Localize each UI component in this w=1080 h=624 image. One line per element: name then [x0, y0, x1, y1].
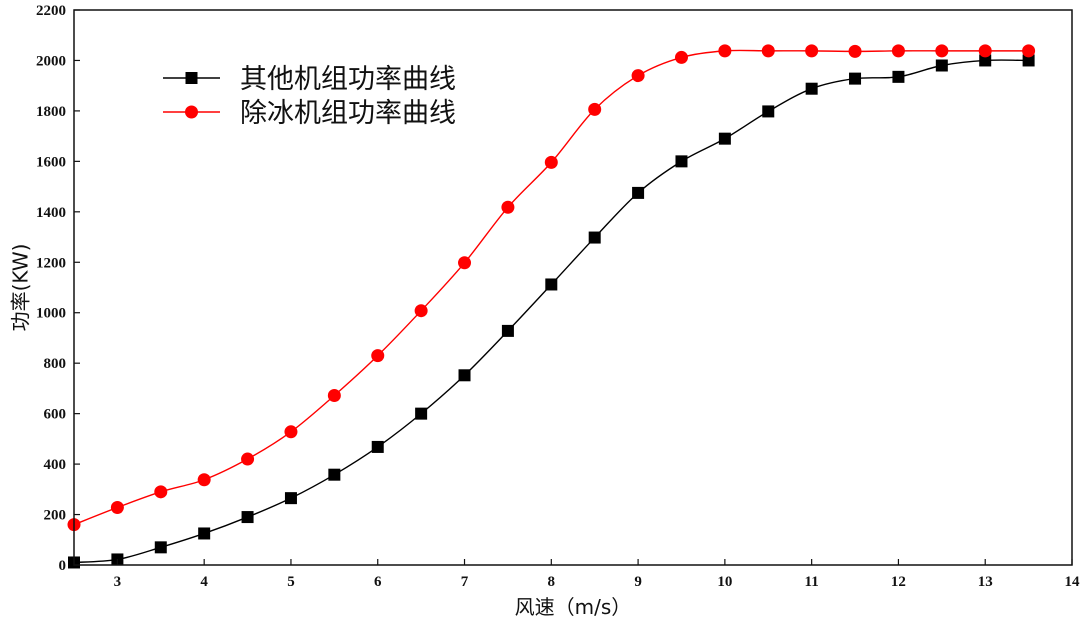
series-lines — [73, 49, 1029, 564]
y-tick-label: 400 — [44, 457, 67, 473]
data-point-1-21 — [978, 44, 992, 58]
data-point-0-11 — [545, 278, 558, 291]
data-point-1-20 — [935, 44, 949, 58]
data-point-1-22 — [1022, 44, 1036, 58]
data-point-1-8 — [414, 304, 428, 318]
data-point-0-21 — [979, 54, 992, 67]
x-tick-label: 13 — [978, 574, 993, 590]
y-tick-label: 0 — [59, 558, 67, 574]
legend-label-1: 除冰机组功率曲线 — [240, 98, 456, 129]
data-point-1-2 — [154, 485, 168, 499]
y-tick-label: 1800 — [36, 104, 66, 120]
data-point-0-2 — [154, 541, 167, 554]
data-point-1-19 — [891, 44, 905, 58]
data-point-0-4 — [241, 511, 254, 524]
data-point-1-13 — [631, 69, 645, 83]
x-tick-label: 11 — [805, 574, 819, 590]
data-point-0-6 — [328, 468, 341, 481]
x-tick-label: 4 — [200, 574, 208, 590]
y-tick-label: 2200 — [36, 3, 66, 19]
y-tick-label: 1000 — [36, 306, 66, 322]
x-tick-label: 6 — [374, 574, 382, 590]
x-tick-label: 7 — [461, 574, 469, 590]
data-point-1-7 — [371, 349, 385, 363]
data-point-0-19 — [892, 70, 905, 83]
x-axis-title: 风速（m/s） — [515, 595, 632, 619]
data-point-0-18 — [849, 72, 862, 85]
data-point-0-16 — [762, 105, 775, 118]
data-point-1-14 — [674, 50, 688, 64]
y-tick-label: 800 — [44, 356, 67, 372]
data-point-1-17 — [805, 44, 819, 58]
data-point-0-15 — [718, 132, 731, 145]
y-tick-label: 1400 — [36, 205, 66, 221]
y-tick-label: 200 — [44, 508, 67, 524]
data-point-0-10 — [501, 324, 514, 337]
data-point-1-1 — [110, 500, 124, 514]
data-point-0-8 — [415, 407, 428, 420]
plot-frame — [73, 9, 1073, 566]
series-line-0 — [73, 59, 1029, 564]
x-tick-label: 10 — [717, 574, 732, 590]
legend-marker-0 — [185, 72, 198, 84]
data-point-0-22 — [1022, 54, 1035, 67]
x-axis: 3 4 5 6 7 8 9 10 11 12 13 14 — [114, 559, 1080, 590]
x-tick-label: 12 — [891, 574, 906, 590]
x-tick-label: 3 — [114, 574, 122, 590]
y-axis: 0 200 400 600 800 1000 1200 1400 1600 1800 2000 220… — [36, 3, 80, 574]
data-point-1-4 — [241, 452, 255, 466]
data-point-1-9 — [458, 256, 472, 270]
data-point-0-7 — [371, 440, 384, 453]
data-point-1-10 — [501, 200, 515, 214]
data-point-0-14 — [675, 155, 688, 168]
x-tick-label: 9 — [634, 574, 642, 590]
data-point-0-12 — [588, 231, 601, 244]
data-point-1-12 — [588, 102, 602, 116]
y-axis-title: 功率(KW) — [9, 244, 33, 332]
data-point-0-5 — [284, 492, 297, 505]
legend-label-0: 其他机组功率曲线 — [240, 64, 456, 95]
x-tick-label: 5 — [287, 574, 295, 590]
data-point-1-15 — [718, 44, 732, 58]
series-markers — [67, 44, 1036, 569]
data-point-1-5 — [284, 425, 298, 439]
y-tick-label: 1600 — [36, 154, 66, 170]
data-point-0-17 — [805, 82, 818, 95]
data-point-1-16 — [761, 44, 775, 58]
data-point-1-6 — [327, 388, 341, 402]
data-point-1-18 — [848, 44, 862, 58]
data-point-0-9 — [458, 369, 471, 382]
x-tick-label: 14 — [1065, 574, 1080, 590]
data-point-0-20 — [935, 59, 948, 72]
x-tick-label: 8 — [548, 574, 556, 590]
data-point-0-13 — [632, 186, 645, 199]
y-tick-label: 600 — [44, 407, 67, 423]
data-point-1-11 — [544, 155, 558, 169]
data-point-1-3 — [197, 473, 211, 487]
legend-marker-1 — [185, 105, 198, 119]
y-tick-label: 1200 — [36, 255, 66, 271]
y-tick-label: 2000 — [36, 53, 66, 69]
data-point-0-3 — [198, 527, 211, 540]
